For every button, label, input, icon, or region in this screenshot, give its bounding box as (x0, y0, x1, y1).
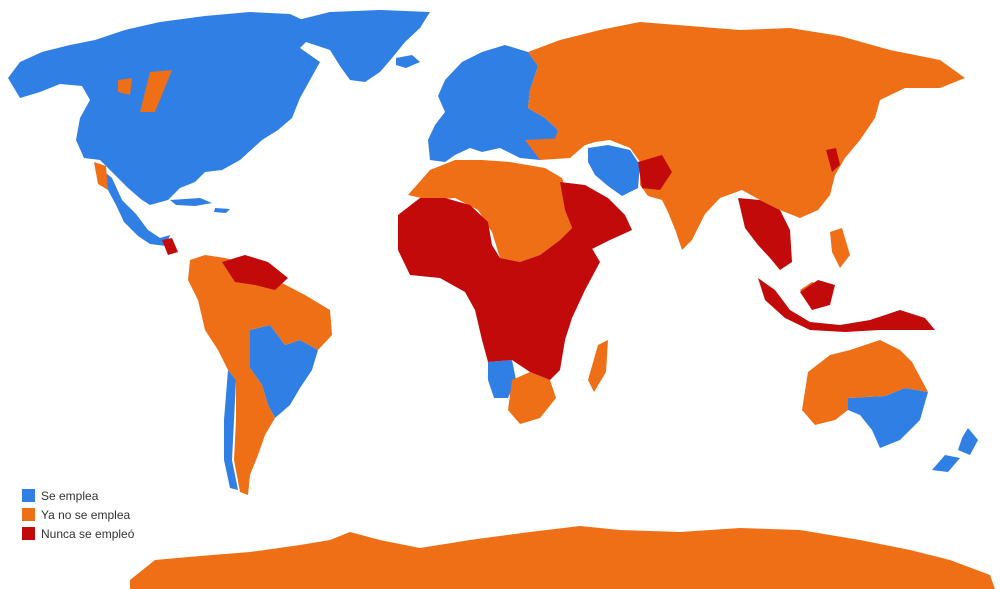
region-group-ya-no (94, 22, 995, 589)
legend-swatch-ya-no (22, 508, 35, 521)
asia-orange-region (528, 22, 965, 250)
caribbean-islands (170, 198, 230, 213)
map-legend: Se emplea Ya no se emplea Nunca se emple… (22, 486, 134, 543)
chile-region (224, 370, 238, 490)
legend-label: Nunca se empleó (41, 526, 135, 541)
legend-label: Se emplea (41, 488, 99, 503)
new-zealand-region (932, 428, 978, 472)
indonesia-red-region (758, 278, 935, 332)
legend-item-nunca: Nunca se empleó (22, 524, 134, 543)
north-africa-orange-region (408, 160, 575, 262)
usa-orange-patch (94, 162, 108, 190)
canada-orange-patch (118, 70, 172, 112)
south-america-orange-region (188, 255, 332, 495)
australia-blue-region (848, 388, 928, 448)
legend-swatch-nunca (22, 527, 35, 540)
korea-red-region (826, 148, 840, 172)
south-america-blue-region (250, 325, 318, 418)
venezuela-red-region (222, 255, 288, 290)
afghanistan-red-region (638, 155, 672, 190)
turkey-orange-region (525, 138, 585, 160)
europe-region (428, 45, 558, 162)
iran-region (588, 145, 640, 196)
south-africa-orange-region (508, 372, 556, 424)
antarctica-region (130, 526, 995, 589)
arabia-red-region (560, 182, 632, 250)
legend-label: Ya no se emplea (41, 507, 131, 522)
madagascar-region (588, 340, 608, 392)
iceland-region (396, 55, 420, 68)
africa-red-region (398, 198, 600, 380)
indochina-red-region (738, 198, 792, 270)
namibia-region (488, 360, 516, 398)
legend-item-se-emplea: Se emplea (22, 486, 134, 505)
central-america-red-region (162, 238, 178, 255)
legend-swatch-se-emplea (22, 489, 35, 502)
greenland-region (290, 10, 430, 82)
legend-item-ya-no: Ya no se emplea (22, 505, 134, 524)
north-america-region (8, 12, 320, 205)
mexico-region (100, 168, 170, 246)
australia-orange-region (802, 340, 928, 425)
region-group-nunca (162, 148, 935, 380)
southeast-asia-orange-islands (800, 228, 850, 302)
